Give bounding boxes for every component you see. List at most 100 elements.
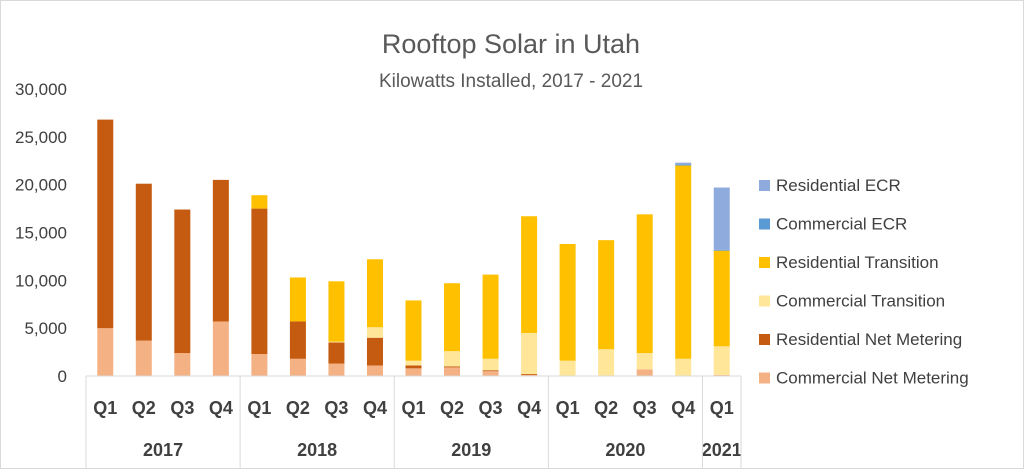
bar-segment	[328, 363, 345, 376]
bar-segment	[405, 360, 422, 366]
y-tick-label: 20,000	[15, 176, 67, 195]
x-tick-label: Q2	[132, 398, 156, 418]
legend-swatch	[759, 218, 770, 230]
legend-swatch	[759, 334, 770, 345]
bar-segment	[713, 346, 730, 376]
x-group-label: 2019	[451, 440, 491, 460]
bar-segment	[713, 250, 730, 347]
legend-swatch	[759, 372, 770, 384]
bars	[97, 119, 730, 376]
x-group-label: 2018	[297, 440, 337, 460]
x-group-label: 2020	[605, 440, 645, 460]
y-axis: 0 5,000 10,000 15,000 20,000 25,000 30,000	[15, 80, 67, 386]
bar-segment	[521, 374, 538, 376]
chart-subtitle: Kilowatts Installed, 2017 - 2021	[379, 71, 643, 92]
bar-segment	[675, 162, 692, 165]
chart-title: Rooftop Solar in Utah	[382, 29, 640, 59]
bar-segment	[251, 208, 268, 354]
bar-segment	[675, 165, 692, 359]
bar-segment	[366, 259, 383, 328]
bar-segment	[405, 368, 422, 376]
bar-segment	[328, 341, 345, 343]
bar-segment	[328, 342, 345, 364]
bar-segment	[713, 187, 730, 250]
x-tick-label: Q1	[556, 398, 580, 418]
x-tick-label: Q3	[324, 398, 348, 418]
bar-segment	[713, 249, 730, 251]
bar-segment	[328, 281, 345, 342]
y-tick-label: 0	[58, 367, 67, 386]
legend: Residential ECR Commercial ECR Residential…	[759, 176, 969, 388]
legend-swatch	[759, 180, 770, 191]
bar-segment	[636, 369, 653, 376]
y-tick-label: 10,000	[15, 271, 67, 290]
bar-segment	[444, 283, 461, 352]
bar-segment	[482, 358, 499, 371]
legend-label: Commercial Transition	[776, 292, 945, 311]
bar-segment	[636, 353, 653, 370]
bar-segment	[482, 370, 499, 372]
bar-segment	[174, 353, 191, 376]
bar-segment	[366, 337, 383, 366]
x-tick-label: Q1	[710, 398, 734, 418]
bar-segment	[675, 164, 692, 166]
bar-segment	[444, 367, 461, 376]
bar-segment	[135, 183, 152, 341]
bar-segment	[598, 240, 615, 350]
bar-segment	[482, 371, 499, 376]
y-tick-label: 25,000	[15, 128, 67, 147]
bar-segment	[521, 332, 538, 375]
bar-segment	[366, 327, 383, 338]
bar-segment	[636, 214, 653, 354]
x-group-label: 2021	[702, 440, 742, 460]
y-tick-label: 15,000	[15, 224, 67, 243]
x-tick-label: Q2	[594, 398, 618, 418]
bar-segment	[135, 340, 152, 376]
x-tick-label: Q1	[93, 398, 117, 418]
x-group-label: 2017	[143, 440, 183, 460]
bar-segment	[212, 321, 229, 376]
x-tick-label: Q4	[671, 398, 695, 418]
x-axis: Q1 Q2 Q3 Q4 Q1 Q2 Q3 Q4 Q1 Q2 Q3 Q4 Q1 Q2 Q3 Q4 Q1 2017 20…	[85, 375, 742, 468]
x-tick-label: Q4	[363, 398, 387, 418]
bar-segment	[444, 366, 461, 368]
bar-segment	[289, 321, 306, 359]
legend-swatch	[759, 257, 770, 268]
bar-segment	[559, 243, 576, 361]
y-tick-label: 5,000	[24, 319, 67, 338]
bar-segment	[97, 119, 114, 329]
x-tick-label: Q4	[517, 398, 541, 418]
bar-segment	[251, 195, 268, 209]
bar-segment	[521, 216, 538, 333]
bar-segment	[251, 353, 268, 376]
y-tick-label: 30,000	[15, 80, 67, 99]
x-tick-label: Q4	[209, 398, 233, 418]
legend-label: Residential Transition	[776, 253, 939, 272]
x-tick-label: Q1	[401, 398, 425, 418]
bar-segment	[598, 349, 615, 376]
legend-label: Residential ECR	[776, 176, 901, 195]
legend-label: Residential Net Metering	[776, 330, 962, 349]
legend-swatch	[759, 295, 770, 307]
bar-segment	[174, 209, 191, 354]
x-tick-label: Q3	[170, 398, 194, 418]
bar-segment	[405, 365, 422, 369]
x-tick-label: Q2	[286, 398, 310, 418]
legend-label: Commercial Net Metering	[776, 369, 969, 388]
bar-segment	[405, 300, 422, 361]
x-tick-label: Q3	[633, 398, 657, 418]
legend-label: Commercial ECR	[776, 215, 907, 234]
x-tick-label: Q3	[479, 398, 503, 418]
bar-segment	[97, 328, 114, 376]
bar-segment	[559, 360, 576, 376]
bar-segment	[482, 274, 499, 359]
x-tick-label: Q1	[247, 398, 271, 418]
bar-segment	[289, 277, 306, 322]
bar-segment	[289, 358, 306, 376]
bar-segment	[675, 358, 692, 376]
x-tick-label: Q2	[440, 398, 464, 418]
bar-segment	[212, 179, 229, 322]
bar-segment	[366, 365, 383, 376]
